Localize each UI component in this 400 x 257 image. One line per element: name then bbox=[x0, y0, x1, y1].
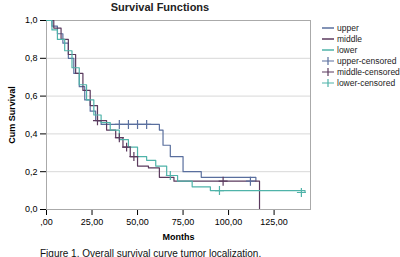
svg-text:0,8: 0,8 bbox=[25, 53, 38, 63]
svg-text:middle-censored: middle-censored bbox=[337, 67, 400, 77]
svg-text:Cum Survival: Cum Survival bbox=[7, 86, 17, 144]
svg-text:75,00: 75,00 bbox=[172, 217, 195, 227]
svg-text:,00: ,00 bbox=[40, 217, 53, 227]
svg-text:0,6: 0,6 bbox=[25, 91, 38, 101]
svg-text:Months: Months bbox=[163, 232, 195, 242]
svg-text:125,00: 125,00 bbox=[260, 217, 288, 227]
svg-text:middle: middle bbox=[337, 34, 362, 44]
html-text:Survival Functions: Survival Functions bbox=[110, 1, 210, 13]
svg-text:upper-censored: upper-censored bbox=[337, 56, 397, 66]
svg-text:25,00: 25,00 bbox=[81, 217, 104, 227]
svg-text:1,0: 1,0 bbox=[25, 15, 38, 25]
svg-text:0,4: 0,4 bbox=[25, 129, 38, 139]
svg-text:50,00: 50,00 bbox=[126, 217, 149, 227]
svg-text:100,00: 100,00 bbox=[215, 217, 243, 227]
svg-text:0,2: 0,2 bbox=[25, 167, 38, 177]
svg-text:lower: lower bbox=[337, 45, 357, 55]
svg-text:0,0: 0,0 bbox=[25, 204, 38, 214]
svg-text:upper: upper bbox=[337, 23, 359, 33]
svg-text:lower-censored: lower-censored bbox=[337, 78, 395, 88]
